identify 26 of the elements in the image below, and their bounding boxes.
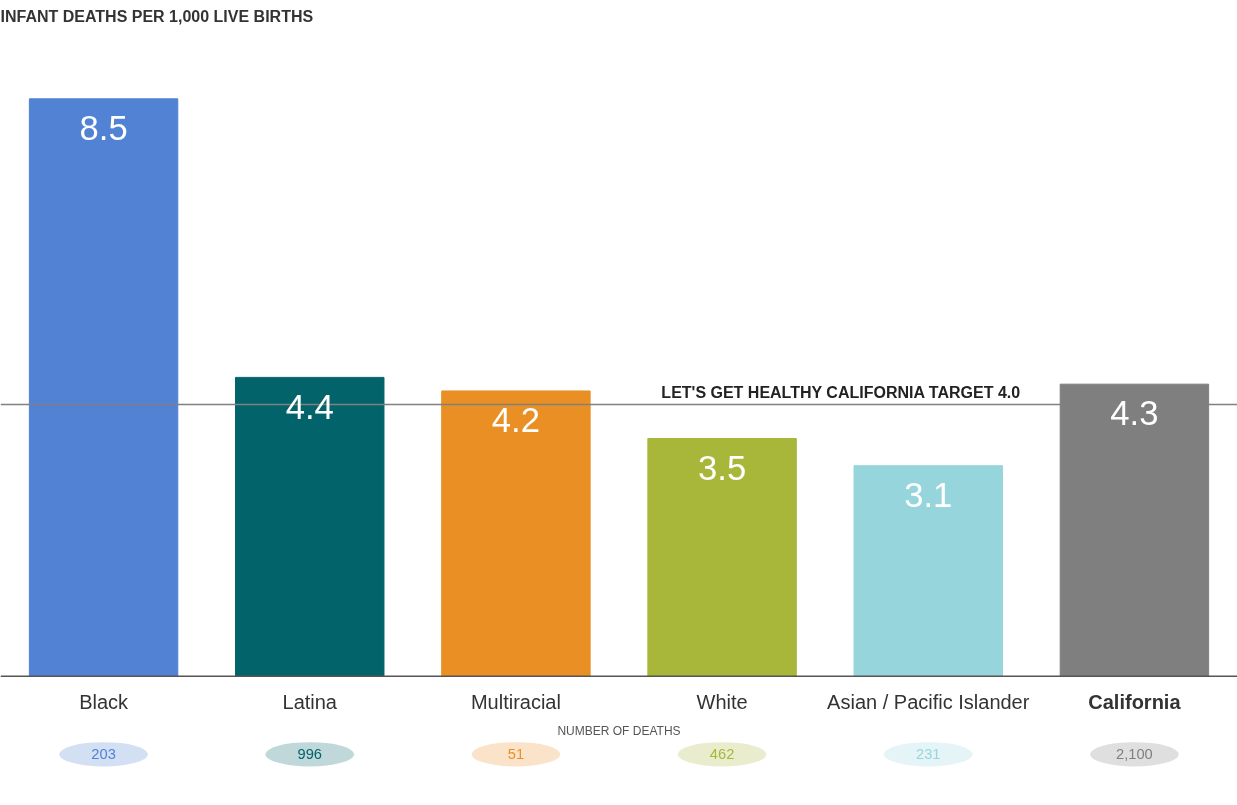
x-tick-label: Multiracial — [470, 691, 561, 714]
text: 462 — [709, 746, 735, 763]
data-label: 4.3 — [1110, 394, 1159, 433]
x-tick-label: Black — [79, 691, 130, 714]
x-tick-label: Latina — [282, 691, 338, 714]
text: NUMBER OF DEATHS — [557, 724, 681, 739]
chart-title: INFANT DEATHS PER 1,000 LIVE BIRTHS — [0, 7, 314, 25]
bar — [441, 390, 591, 677]
data-label: 8.5 — [79, 109, 128, 148]
text: 2,100 — [1116, 746, 1153, 763]
x-tick-label: White — [696, 691, 748, 714]
text: 51 — [507, 746, 525, 763]
bar — [853, 465, 1003, 677]
bar — [647, 438, 797, 677]
text: 996 — [297, 746, 322, 763]
text: 203 — [91, 746, 116, 763]
x-tick-label: Asian / Pacific Islander — [827, 691, 1030, 714]
data-label: 3.5 — [697, 448, 747, 487]
bar — [28, 98, 179, 677]
data-label: 3.1 — [904, 476, 953, 515]
data-label: 4.4 — [285, 387, 334, 426]
data-label: 4.2 — [491, 401, 541, 440]
text: 231 — [916, 746, 941, 763]
bar — [235, 376, 385, 677]
x-tick-label: California — [1088, 691, 1182, 714]
ref-line-label: LET'S GET HEALTHY CALIFORNIA TARGET 4.0 — [661, 383, 1021, 401]
